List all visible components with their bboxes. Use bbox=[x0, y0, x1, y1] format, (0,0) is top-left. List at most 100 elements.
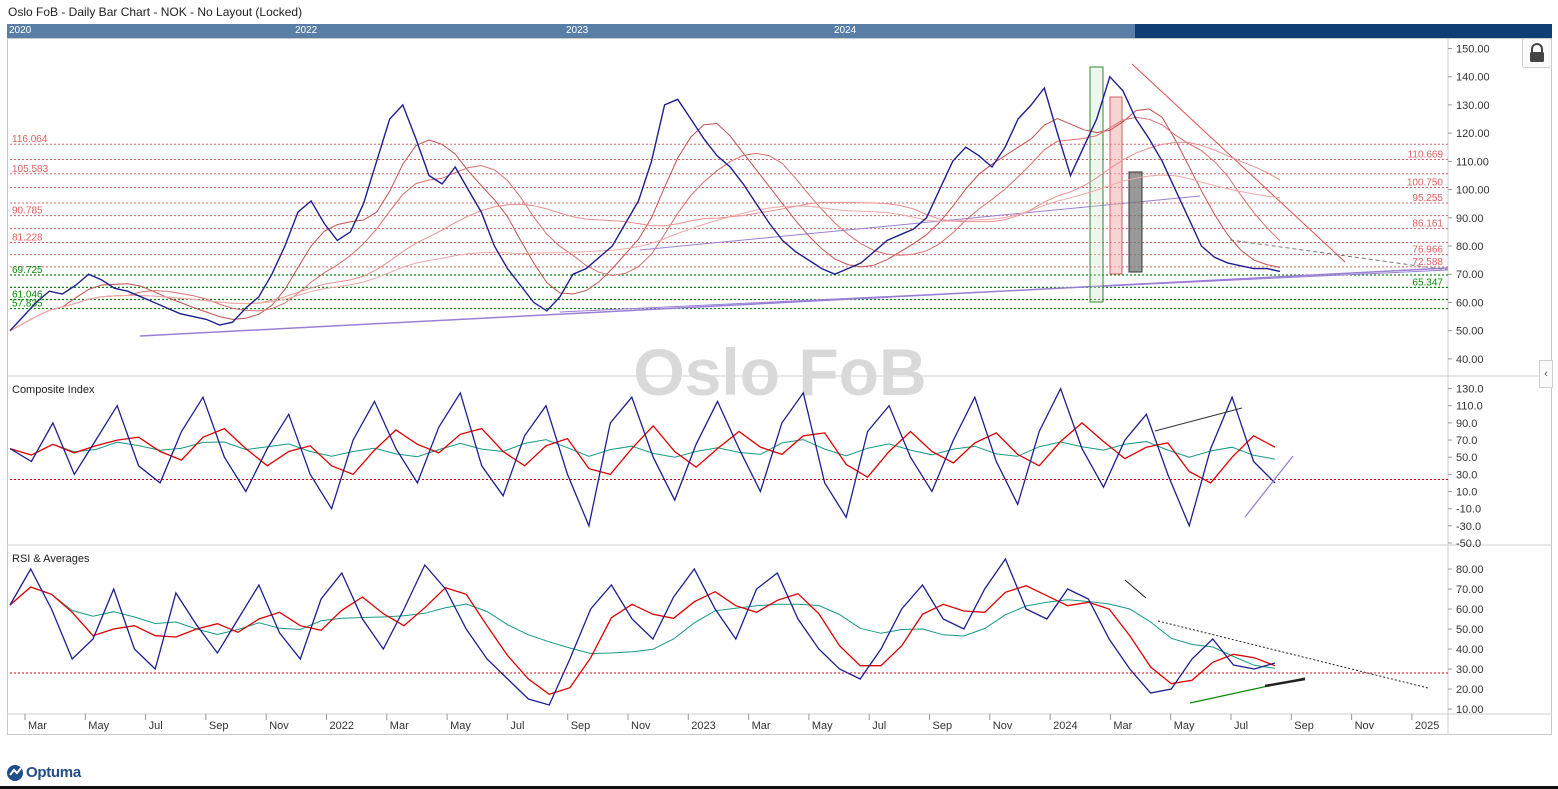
trendline bbox=[1131, 63, 1346, 263]
y-tick-label: 70.00 bbox=[1456, 269, 1484, 281]
x-tick-label: Sep bbox=[933, 720, 953, 732]
y-tick-label: 40.00 bbox=[1456, 644, 1484, 656]
y-tick-label: 40.00 bbox=[1456, 354, 1484, 366]
x-tick-label: Mar bbox=[390, 720, 409, 732]
support-level-label: 69.725 bbox=[12, 265, 43, 276]
y-tick-label: 50.0 bbox=[1456, 452, 1477, 464]
timeline-selection[interactable] bbox=[7, 24, 1135, 38]
bottom-edge bbox=[0, 786, 1558, 789]
resistance-level-label: 105.583 bbox=[12, 164, 49, 175]
x-tick-label: Nov bbox=[993, 720, 1013, 732]
x-tick-label: May bbox=[812, 720, 833, 732]
y-tick-label: 90.00 bbox=[1456, 213, 1484, 225]
y-tick-label: 110.0 bbox=[1456, 401, 1483, 413]
y-tick-label: 140.00 bbox=[1456, 72, 1490, 84]
x-tick-label: Mar bbox=[752, 720, 771, 732]
composite-long-average bbox=[9, 439, 1276, 460]
divergence-line bbox=[1244, 455, 1294, 518]
resistance-level-label: 110.669 bbox=[1408, 149, 1444, 160]
timeline-year: 2020 bbox=[9, 25, 32, 36]
cycle-box-green bbox=[1089, 66, 1104, 303]
chart-title: Oslo FoB - Daily Bar Chart - NOK - No La… bbox=[8, 5, 303, 19]
y-tick-label: 60.00 bbox=[1456, 604, 1484, 616]
y-tick-label: 80.00 bbox=[1456, 241, 1484, 253]
resistance-level-label: 72.588 bbox=[1412, 257, 1443, 268]
y-tick-label: 50.00 bbox=[1456, 624, 1484, 636]
timeline-navigator[interactable]: 2020 2022 2023 2024 bbox=[7, 24, 1552, 38]
x-tick-label: 2025 bbox=[1415, 720, 1439, 732]
composite-index-line bbox=[9, 386, 1276, 528]
resistance-level-label: 86.161 bbox=[1412, 219, 1443, 230]
support-level-label: 61.046 bbox=[12, 289, 43, 300]
trendline bbox=[139, 267, 1449, 337]
y-tick-label: -50.0 bbox=[1456, 538, 1481, 550]
rsi-title: RSI & Averages bbox=[12, 553, 90, 565]
y-tick-label: 30.00 bbox=[1456, 664, 1484, 676]
chevron-left-icon: ‹ bbox=[1544, 368, 1548, 380]
y-tick-label: 10.0 bbox=[1456, 487, 1477, 499]
y-tick-label: 130.00 bbox=[1456, 100, 1490, 112]
y-tick-label: 80.00 bbox=[1456, 564, 1484, 576]
y-tick-label: 30.0 bbox=[1456, 469, 1477, 481]
rsi-long-average bbox=[9, 586, 1276, 669]
price-series-line bbox=[9, 75, 1281, 332]
x-tick-label: Jul bbox=[510, 720, 524, 732]
x-tick-label: Sep bbox=[571, 720, 591, 732]
x-tick-label: Nov bbox=[1355, 720, 1375, 732]
x-tick-label: May bbox=[450, 720, 471, 732]
divergence-line bbox=[1154, 407, 1243, 432]
x-tick-label: Mar bbox=[1113, 720, 1132, 732]
resistance-level-label: 76.966 bbox=[1412, 245, 1443, 256]
x-tick-label: Sep bbox=[1294, 720, 1314, 732]
y-tick-label: 130.0 bbox=[1456, 384, 1484, 396]
lock-icon bbox=[1530, 43, 1544, 62]
resistance-level-label: 81.228 bbox=[12, 233, 43, 244]
y-tick-label: 90.0 bbox=[1456, 418, 1477, 430]
resistance-level-label: 116.064 bbox=[12, 134, 48, 145]
watermark: Oslo FoB bbox=[633, 335, 926, 409]
rsi-line bbox=[9, 557, 1276, 706]
x-tick-label: May bbox=[1174, 720, 1195, 732]
x-tick-label: Mar bbox=[28, 720, 47, 732]
rsi-trendline bbox=[1157, 620, 1429, 689]
rsi-short-average bbox=[9, 585, 1276, 696]
y-tick-label: 60.00 bbox=[1456, 297, 1484, 309]
support-level-label: 57.835 bbox=[12, 299, 43, 310]
timeline-year: 2024 bbox=[834, 25, 857, 36]
x-tick-label: Jul bbox=[149, 720, 163, 732]
optuma-logo-text: Optuma bbox=[26, 764, 81, 781]
y-tick-label: 110.00 bbox=[1456, 156, 1489, 168]
rsi-trendline bbox=[1264, 677, 1306, 688]
y-tick-label: -30.0 bbox=[1456, 521, 1481, 533]
y-tick-label: 150.00 bbox=[1456, 43, 1490, 55]
y-tick-label: 70.00 bbox=[1456, 584, 1484, 596]
title-bar: Oslo FoB - Daily Bar Chart - NOK - No La… bbox=[0, 0, 1558, 22]
rsi-trendline bbox=[1124, 579, 1147, 599]
trendline bbox=[559, 269, 1449, 313]
x-tick-label: Nov bbox=[269, 720, 289, 732]
y-tick-label: 100.00 bbox=[1456, 185, 1490, 197]
y-tick-label: -10.0 bbox=[1456, 504, 1481, 516]
resistance-level-label: 90.785 bbox=[12, 206, 43, 217]
x-tick-label: 2022 bbox=[330, 720, 354, 732]
moving-average-line bbox=[9, 174, 1281, 332]
x-tick-label: Sep bbox=[209, 720, 229, 732]
resistance-level-label: 100.750 bbox=[1407, 177, 1444, 188]
y-tick-label: 70.0 bbox=[1456, 435, 1477, 447]
timeline-year: 2023 bbox=[566, 25, 589, 36]
x-tick-label: Nov bbox=[631, 720, 651, 732]
timeline-year: 2022 bbox=[295, 25, 318, 36]
panel-collapse-button[interactable]: ‹ bbox=[1539, 360, 1553, 388]
moving-average-line bbox=[9, 116, 1281, 332]
projected-trendline bbox=[1229, 239, 1449, 271]
x-tick-label: Jul bbox=[872, 720, 886, 732]
support-level-label: 65.347 bbox=[1412, 277, 1443, 288]
y-tick-label: 50.00 bbox=[1456, 326, 1484, 338]
lock-button[interactable] bbox=[1522, 38, 1552, 68]
y-tick-label: 10.00 bbox=[1456, 704, 1484, 716]
x-tick-label: 2024 bbox=[1053, 720, 1077, 732]
composite-title: Composite Index bbox=[12, 384, 95, 396]
resistance-level-label: 95.255 bbox=[1412, 193, 1443, 204]
cycle-box-grey bbox=[1128, 171, 1143, 273]
